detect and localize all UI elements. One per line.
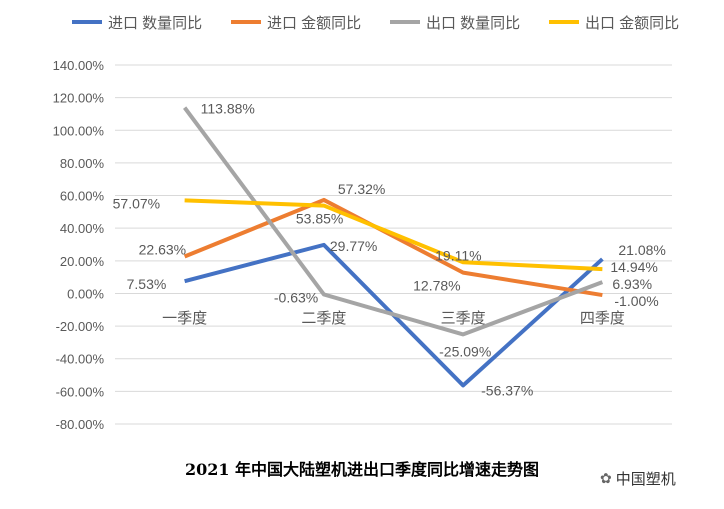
data-label: 6.93% [612, 276, 652, 292]
series-line [184, 198, 603, 272]
y-tick-label: -20.00% [56, 319, 105, 334]
y-tick-label: 100.00% [53, 123, 105, 138]
data-label: 7.53% [127, 276, 167, 292]
data-label: 29.77% [330, 238, 377, 254]
legend-label: 进口 金额同比 [267, 15, 361, 32]
data-label: 12.78% [413, 278, 460, 294]
data-label: 14.94% [610, 259, 657, 275]
data-label: 113.88% [201, 101, 255, 117]
data-label: -25.09% [439, 343, 491, 359]
legend-label: 进口 数量同比 [108, 15, 202, 32]
x-tick-label: 四季度 [580, 310, 625, 327]
watermark-text: 中国塑机 [615, 470, 676, 488]
chart-title: 2021 年中国大陆塑机进出口季度同比增速走势图 [184, 460, 540, 479]
y-tick-label: -40.00% [56, 352, 105, 367]
data-label: 19.11% [435, 247, 481, 263]
y-tick-label: 60.00% [60, 189, 105, 204]
data-label: 21.08% [618, 242, 665, 258]
y-tick-label: 80.00% [60, 156, 105, 171]
data-label: -1.00% [614, 293, 658, 309]
y-tick-label: 0.00% [67, 286, 104, 301]
data-label: 57.07% [113, 195, 160, 211]
legend-label: 出口 数量同比 [426, 15, 520, 32]
x-tick-label: 三季度 [441, 310, 486, 327]
y-tick-label: -80.00% [56, 417, 105, 432]
watermark: ✿ 中国塑机 [600, 468, 676, 489]
y-tick-label: 40.00% [60, 221, 105, 236]
y-tick-label: 140.00% [53, 58, 105, 73]
data-label: 57.32% [338, 181, 385, 197]
x-tick-label: 二季度 [301, 310, 346, 327]
wechat-icon: ✿ [600, 470, 612, 487]
x-tick-label: 一季度 [162, 310, 207, 327]
series-line [183, 106, 604, 337]
y-tick-label: -60.00% [56, 384, 105, 399]
data-label: -56.37% [481, 382, 533, 398]
line-chart: 140.00% 120.00% 100.00% 80.00% 60.00% 40.00% 2… [53, 15, 680, 432]
data-label: -0.63% [274, 289, 318, 305]
data-label: 53.85% [296, 211, 343, 227]
data-label: 22.63% [139, 242, 186, 258]
series-line [183, 197, 603, 298]
y-tick-label: 20.00% [60, 254, 105, 269]
legend-label: 出口 金额同比 [585, 15, 679, 32]
y-tick-label: 120.00% [53, 91, 105, 106]
